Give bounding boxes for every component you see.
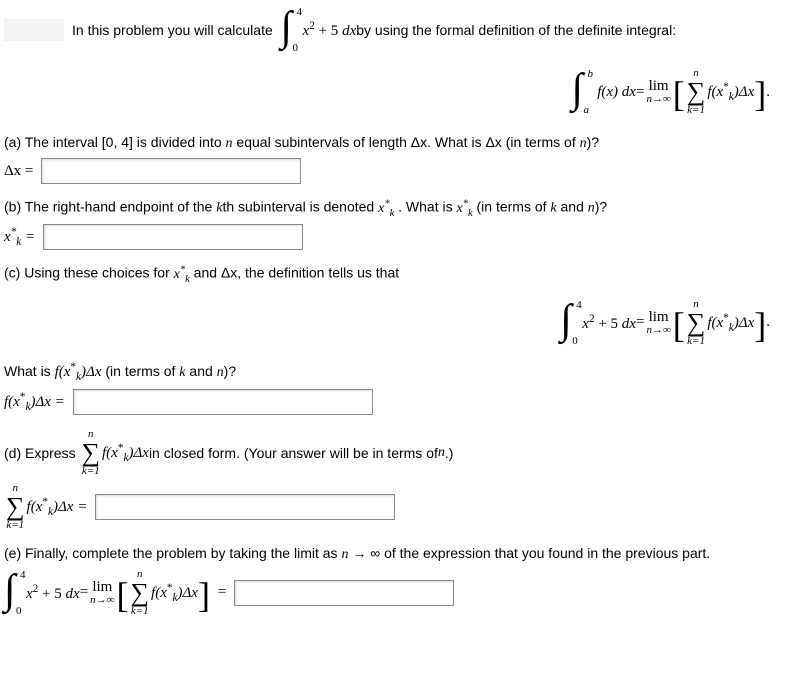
- delta-x-input[interactable]: [41, 158, 301, 184]
- part-a-input-row: Δx =: [4, 158, 786, 184]
- intro-row: In this problem you will calculate ∫ 4 0…: [4, 10, 786, 50]
- part-e-equation: ∫ 4 0 x2 + 5 dx = lim n→∞ [ n ∑ k=1 f(x*…: [4, 569, 786, 617]
- xk-label: x*k =: [4, 226, 35, 248]
- sum-input[interactable]: [95, 494, 395, 520]
- delta-x-label: Δx =: [4, 163, 33, 180]
- sum-fxk-label: f(x*k)Δx =: [27, 496, 88, 518]
- part-d-text: (d) Express n ∑ k=1 f(x*k)Δx in closed f…: [4, 429, 786, 477]
- final-eq-sign: =: [218, 584, 226, 601]
- part-a-text: (a) The interval [0, 4] is divided into …: [4, 134, 786, 152]
- part-c-text: (c) Using these choices for x*k and Δx, …: [4, 264, 786, 284]
- part-c-question: What is f(x*k)Δx (in terms of k and n)?: [4, 361, 786, 383]
- part-b-text: (b) The right-hand endpoint of the kth s…: [4, 198, 786, 218]
- final-input[interactable]: [234, 580, 454, 606]
- intro-tail: by using the formal definition of the de…: [356, 22, 676, 38]
- placeholder-box: [4, 19, 64, 41]
- intro-lead: In this problem you will calculate: [72, 22, 273, 38]
- part-b-input-row: x*k =: [4, 224, 786, 250]
- xk-input[interactable]: [43, 224, 303, 250]
- part-c-input-row: f(x*k)Δx =: [4, 389, 786, 415]
- fxk-label: f(x*k)Δx =: [4, 391, 65, 413]
- part-e-text: (e) Finally, complete the problem by tak…: [4, 545, 786, 563]
- intro-integral: ∫ 4 0 x2 + 5 dx: [281, 10, 357, 50]
- definition-equation: ∫ b a f(x) dx = lim n→∞ [ n ∑ k=1 f(x*k)…: [4, 68, 786, 116]
- part-d-input-row: n ∑ k=1 f(x*k)Δx =: [4, 483, 786, 531]
- part-c-equation: ∫ 4 0 x2 + 5 dx = lim n→∞ [ n ∑ k=1 f(x*…: [4, 299, 786, 347]
- sigma-label: n ∑ k=1: [6, 483, 25, 531]
- fxk-input[interactable]: [73, 389, 373, 415]
